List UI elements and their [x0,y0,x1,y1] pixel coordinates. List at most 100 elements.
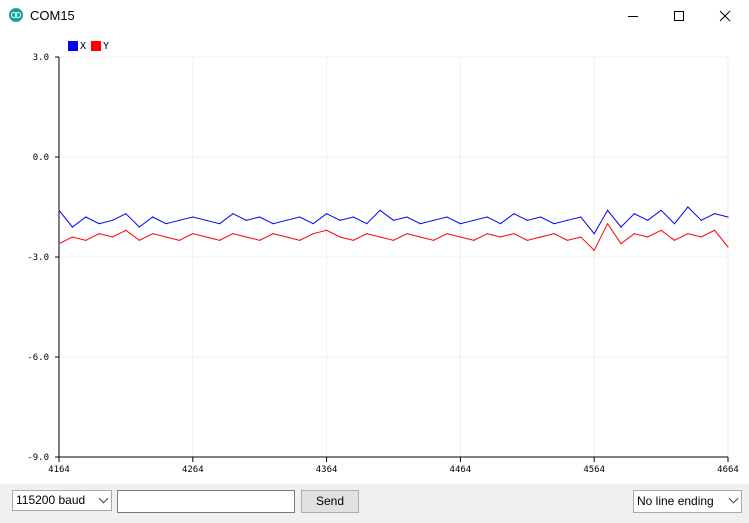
data-point-x [192,216,194,218]
data-point-y [285,236,288,238]
minimize-button[interactable] [610,0,656,31]
data-point-y [125,229,127,231]
data-point-x [660,209,662,211]
data-point-x [138,226,140,228]
data-point-y [540,236,542,238]
data-point-x [285,219,288,221]
data-point-y [392,239,395,241]
data-point-x [339,219,341,221]
data-point-y [192,233,194,235]
data-point-y [660,229,662,231]
baud-rate-value: 115200 baud [16,493,86,507]
data-point-y [111,236,114,238]
data-point-x [272,223,274,225]
data-point-x [125,213,127,215]
data-point-x [98,223,100,225]
data-point-x [459,223,461,225]
data-point-x [406,216,408,218]
chevron-down-icon [98,493,109,504]
data-point-y [352,239,354,241]
data-point-y [714,229,716,231]
data-point-y [700,236,702,238]
data-point-y [218,239,221,241]
data-point-y [419,236,421,238]
data-point-y [379,236,381,238]
maximize-button[interactable] [656,0,702,31]
data-point-y [620,243,622,245]
data-point-x [326,213,328,215]
data-point-y [633,233,635,235]
bottom-toolbar: 115200 baud Send No line ending [0,484,749,523]
data-point-x [700,219,702,221]
data-point-y [406,233,408,235]
data-point-x [58,209,60,211]
data-point-x [633,213,635,215]
legend-swatch-x [68,41,78,51]
data-point-y [446,233,448,235]
data-point-y [526,239,528,241]
data-point-x [499,223,502,225]
data-point-x [379,209,381,211]
x-tick-label: 4664 [717,465,739,475]
series-lines [58,206,729,252]
legend-label-x: X [80,41,86,52]
data-point-y [606,223,609,225]
data-point-y [673,239,676,241]
data-point-y [459,236,461,238]
data-point-y [473,239,475,241]
data-point-y [647,236,649,238]
data-point-x [580,216,582,218]
data-point-x [232,213,234,215]
data-point-x [85,216,87,218]
data-point-y [593,249,595,251]
data-point-x [446,216,448,218]
data-point-y [339,236,341,238]
data-point-x [727,216,729,218]
data-point-x [259,216,261,218]
data-point-y [58,243,60,245]
chevron-down-icon [728,493,739,504]
data-point-y [138,239,140,241]
x-tick-label: 4464 [450,465,472,475]
message-input[interactable] [117,490,295,513]
data-point-x [553,223,555,225]
legend-swatch-y [91,41,101,51]
x-tick-label: 4364 [316,465,338,475]
data-point-x [566,219,569,221]
window-title: COM15 [30,8,75,23]
data-point-x [486,216,488,218]
data-point-x [513,213,515,215]
data-point-y [513,233,515,235]
data-point-x [620,226,622,228]
data-point-y [71,236,73,238]
data-point-x [312,223,314,225]
data-point-y [205,236,207,238]
data-point-x [299,216,301,218]
data-point-y [299,239,301,241]
data-point-x [714,213,716,215]
data-point-y [486,233,488,235]
grid-lines [58,56,729,458]
x-tick-label: 4564 [583,465,605,475]
line-ending-select[interactable]: No line ending [633,490,742,513]
data-point-y [553,233,555,235]
x-tick-label: 4164 [48,465,70,475]
data-point-y [727,246,729,248]
y-tick-label: 0.0 [33,153,49,163]
maximize-icon [674,10,684,21]
data-point-x [352,216,354,218]
data-point-x [366,223,368,225]
data-point-x [687,206,689,208]
data-point-x [111,219,114,221]
send-button[interactable]: Send [301,490,359,513]
baud-rate-select[interactable]: 115200 baud [12,490,112,511]
data-point-x [392,219,395,221]
data-point-y [499,236,502,238]
close-button[interactable] [702,0,748,31]
data-point-x [419,223,421,225]
y-tick-label: -6.0 [27,353,49,363]
line-ending-value: No line ending [637,494,714,508]
data-point-y [245,236,247,238]
data-point-x [218,223,221,225]
legend-label-y: Y [103,41,109,52]
